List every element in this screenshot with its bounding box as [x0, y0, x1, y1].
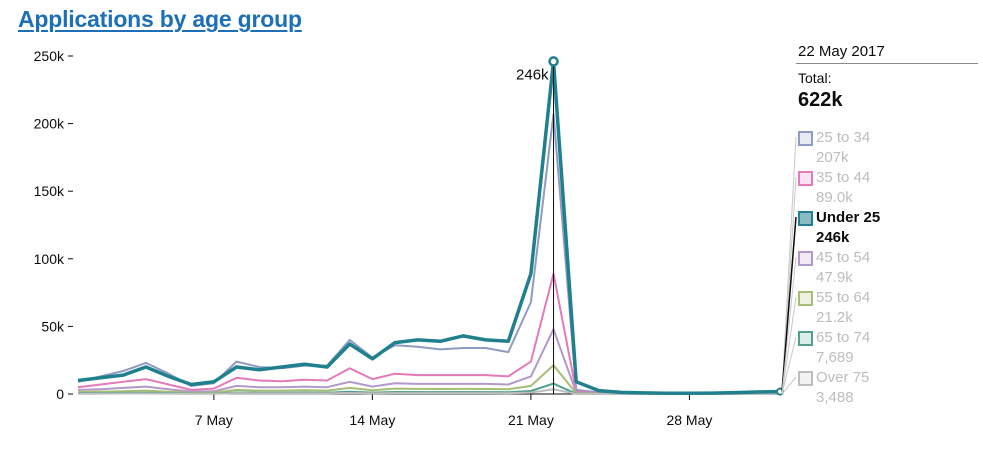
legend-value: 21.2k — [816, 309, 853, 326]
legend-swatch — [798, 371, 813, 386]
legend-leader-line — [781, 216, 797, 392]
legend-leader-line — [781, 256, 797, 394]
x-tick-label: 21 May — [508, 412, 554, 428]
y-tick-label: 50k — [41, 318, 65, 334]
tooltip-total-label: Total: — [798, 70, 832, 86]
peak-marker — [548, 56, 559, 67]
legend-label: Under 25 — [816, 209, 881, 226]
legend-value: 89.0k — [816, 189, 853, 206]
legend-swatch — [798, 291, 813, 306]
series-line-under-25[interactable] — [77, 59, 781, 395]
legend-swatch — [798, 251, 813, 266]
y-axis: 0 50k 100k 150k 200k 250k — [34, 48, 73, 402]
tooltip-divider — [796, 63, 978, 64]
y-tick-label: 250k — [34, 48, 65, 64]
legend-label: 65 to 74 — [816, 329, 871, 346]
chart-title: Applications by age group — [18, 6, 302, 33]
tooltip-date: 22 May 2017 — [798, 43, 885, 60]
series-layer — [77, 59, 784, 396]
legend-label: 25 to 34 — [816, 129, 871, 146]
legend-label: Over 75 — [816, 369, 870, 386]
legend-value: 246k — [816, 229, 850, 246]
legend-leaders — [781, 136, 797, 395]
legend-value: 207k — [816, 149, 849, 166]
legend-leader-line — [781, 336, 797, 395]
legend-label: 35 to 44 — [816, 169, 871, 186]
peak-value-label: 246k — [516, 66, 549, 83]
legend-label: 55 to 64 — [816, 289, 871, 306]
y-tick-label: 0 — [56, 386, 64, 402]
x-tick-label: 7 May — [195, 412, 233, 428]
y-tick-label: 100k — [34, 251, 65, 267]
chart-title-link[interactable]: Applications by age group — [18, 6, 302, 32]
legend-swatch — [798, 131, 813, 146]
legend-label: 45 to 54 — [816, 249, 871, 266]
series-line-25-to-34[interactable] — [77, 113, 781, 395]
legend-leader-line — [781, 376, 797, 395]
x-tick-label: 28 May — [666, 412, 712, 428]
legend-leader-line — [781, 296, 797, 394]
y-tick-label: 200k — [34, 116, 65, 132]
series-line-55-to-64[interactable] — [77, 364, 780, 395]
legend-value: 7,689 — [816, 349, 854, 366]
legend-value: 3,488 — [816, 389, 854, 406]
legend-value: 47.9k — [816, 269, 853, 286]
y-tick-label: 150k — [34, 183, 65, 199]
series-line-35-to-44[interactable] — [77, 272, 781, 395]
tooltip-total-value: 622k — [798, 89, 843, 111]
x-axis: 7 May 14 May 21 May 28 May — [78, 393, 780, 428]
x-tick-label: 14 May — [349, 412, 395, 428]
legend-swatch — [798, 331, 813, 346]
legend-swatch — [798, 171, 813, 186]
legend-swatch — [798, 211, 813, 226]
